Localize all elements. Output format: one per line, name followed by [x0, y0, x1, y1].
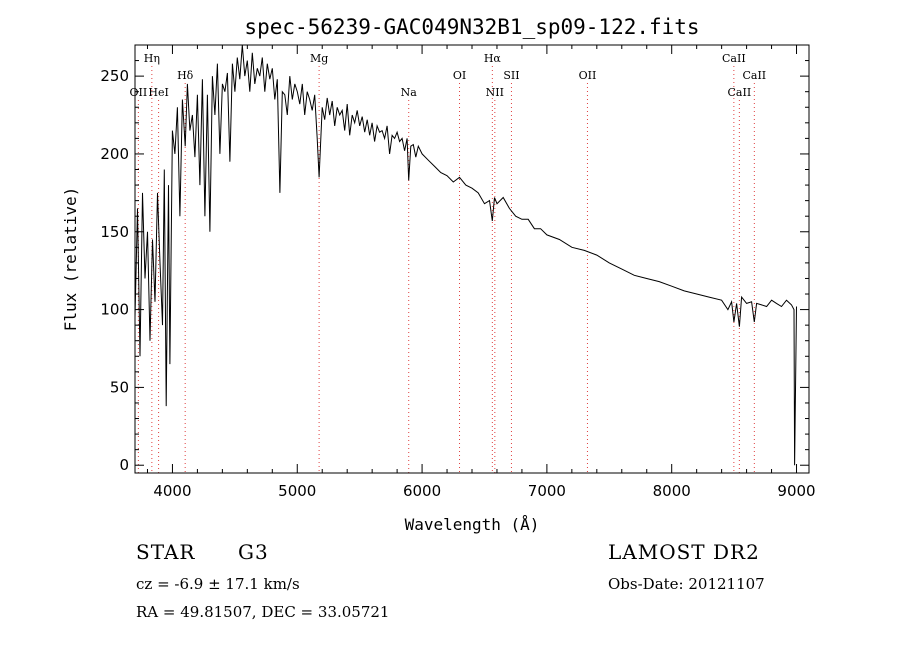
x-axis: 4000 5000 6000 7000 8000 9000: [146, 45, 816, 500]
y-tick-label: 0: [119, 456, 129, 474]
spectrum-series: [134, 44, 797, 466]
survey-label: LAMOST DR2: [608, 540, 760, 564]
line-marker-label: OI: [453, 69, 466, 82]
chart-title: spec-56239-GAC049N32B1_sp09-122.fits: [244, 15, 699, 39]
x-tick-label: 7000: [528, 482, 566, 500]
y-tick-label: 250: [100, 67, 129, 85]
plot-frame: [134, 44, 810, 474]
redshift-label: cz = -6.9 ± 17.1 km/s: [136, 575, 300, 593]
y-tick-label: 200: [100, 145, 129, 163]
spectrum-line: [134, 44, 797, 466]
subclass-label: G3: [238, 540, 269, 564]
line-marker-label: SII: [503, 69, 519, 82]
line-marker-label: CaII: [728, 86, 752, 99]
line-marker-label: HeI: [148, 86, 168, 99]
obs-date-label: Obs-Date: 20121107: [608, 575, 765, 593]
x-axis-label: Wavelength (Å): [405, 515, 540, 534]
object-type-label: STAR: [136, 540, 196, 564]
line-marker-label: Mg: [310, 52, 328, 65]
line-marker-label: Na: [401, 86, 418, 99]
line-marker-label: Hη: [144, 52, 160, 65]
y-tick-label: 150: [100, 223, 129, 241]
coordinates-label: RA = 49.81507, DEC = 33.05721: [136, 603, 390, 621]
x-tick-label: 5000: [278, 482, 316, 500]
line-marker-label: OII: [579, 69, 597, 82]
line-marker-label: CaII: [742, 69, 766, 82]
y-axis-label: Flux (relative): [61, 187, 80, 332]
line-marker-label: Hδ: [177, 69, 194, 82]
emission-line-markers: OII Hη HeI Hδ Mg Na OI Hα NII SII OII CaII CaII CaII: [130, 52, 766, 473]
x-tick-label: 8000: [653, 482, 691, 500]
x-tick-label: 4000: [153, 482, 191, 500]
line-marker-label: Hα: [484, 52, 502, 65]
line-marker-label: CaII: [722, 52, 746, 65]
line-marker-label: NII: [486, 86, 504, 99]
x-tick-label: 9000: [777, 482, 815, 500]
y-axis: 0 50 100 150 200 250: [100, 60, 809, 474]
y-tick-label: 100: [100, 301, 129, 319]
x-tick-label: 6000: [403, 482, 441, 500]
y-tick-label: 50: [110, 378, 129, 396]
line-marker-label: OII: [130, 86, 148, 99]
